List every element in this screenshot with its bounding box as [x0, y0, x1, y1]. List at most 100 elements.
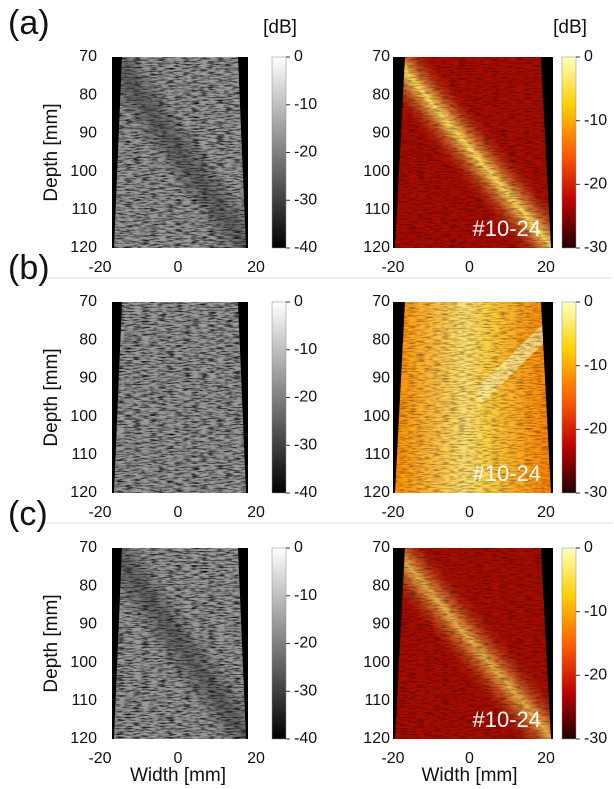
y-tick-label: 90 [372, 616, 390, 633]
colorbar-unit: [dB] [263, 17, 297, 38]
ultrasound-image [395, 548, 551, 739]
x-tick-label: -20 [88, 259, 111, 276]
colorbar-tick-label: -10 [294, 96, 317, 113]
y-tick-label: 100 [70, 408, 97, 425]
y-tick-label: 90 [79, 125, 97, 142]
colorbar [271, 301, 287, 494]
y-tick-label: 120 [363, 484, 390, 501]
ultrasound-image [395, 57, 551, 248]
y-tick-label: 90 [372, 125, 390, 142]
colorbar-tick-label: -30 [294, 191, 317, 208]
colorbar-tick-label: -30 [584, 484, 607, 501]
y-tick-label: 90 [79, 370, 97, 387]
y-tick-label: 80 [372, 331, 390, 348]
y-tick-label: 110 [364, 692, 390, 709]
y-axis-label: Depth [mm] [41, 348, 62, 446]
x-axis-label: Width [mm] [421, 765, 517, 786]
y-tick-label: 70 [79, 48, 97, 65]
annotation: #10-24 [472, 216, 541, 241]
y-tick-label: 100 [363, 163, 390, 180]
colorbar-tick-label: -10 [294, 341, 317, 358]
x-tick-label: 0 [465, 504, 474, 521]
y-tick-label: 110 [71, 692, 97, 709]
y-tick-label: 80 [79, 577, 97, 594]
x-tick-label: 0 [465, 259, 474, 276]
x-tick-label: -20 [381, 750, 404, 767]
image-panel [393, 57, 553, 248]
panel-label: (b) [8, 249, 50, 287]
x-tick-label: 20 [537, 259, 555, 276]
y-tick-label: 120 [70, 484, 97, 501]
colorbar-tick-label: 0 [294, 539, 303, 556]
colorbar-tick-label: -30 [294, 682, 317, 699]
colorbar-tick-label: -10 [584, 357, 607, 374]
image-panel [112, 302, 248, 493]
colorbar-tick-label: -20 [584, 421, 607, 438]
colorbar-tick-label: -30 [584, 730, 607, 747]
colorbar-tick-label: 0 [294, 48, 303, 65]
speckle [395, 57, 551, 248]
y-tick-label: 70 [372, 539, 390, 556]
annotation: #10-24 [472, 707, 541, 732]
colorbar [561, 301, 577, 494]
colorbar [271, 547, 287, 740]
colorbar-tick-label: -40 [294, 239, 317, 256]
vessel-band [114, 548, 246, 739]
colorbar-tick-label: -20 [584, 667, 607, 684]
speckle [395, 302, 551, 493]
x-tick-label: 20 [247, 259, 265, 276]
y-tick-label: 80 [372, 86, 390, 103]
y-tick-label: 100 [70, 163, 97, 180]
y-tick-label: 100 [70, 654, 97, 671]
ultrasound-image [395, 302, 551, 493]
colorbar-tick-label: -10 [584, 112, 607, 129]
y-tick-label: 90 [372, 370, 390, 387]
x-tick-label: -20 [88, 750, 111, 767]
panel-label: (a) [8, 4, 50, 42]
y-tick-label: 70 [79, 293, 97, 310]
y-tick-label: 70 [372, 293, 390, 310]
colorbar-tick-label: -20 [584, 176, 607, 193]
colorbar-tick-label: -20 [294, 144, 317, 161]
x-axis-label: Width [mm] [130, 765, 226, 786]
y-tick-label: 100 [363, 654, 390, 671]
y-tick-label: 80 [79, 86, 97, 103]
x-tick-label: -20 [88, 504, 111, 521]
ultrasound-image [114, 57, 246, 248]
vessel-band [114, 57, 246, 248]
y-axis-label: Depth [mm] [41, 103, 62, 201]
image-panel [393, 548, 553, 739]
colorbar-tick-label: -10 [584, 603, 607, 620]
ultrasound-image [114, 548, 246, 739]
colorbar [561, 56, 577, 249]
annotation: #10-24 [472, 461, 541, 486]
colorbar-tick-label: -20 [294, 635, 317, 652]
image-panel [112, 57, 248, 248]
image-panel [393, 302, 553, 493]
colorbar-tick-label: -10 [294, 587, 317, 604]
y-tick-label: 110 [364, 201, 390, 218]
x-tick-label: 20 [537, 750, 555, 767]
x-tick-label: -20 [381, 259, 404, 276]
colorbar-tick-label: -20 [294, 389, 317, 406]
ultrasound-image [114, 302, 246, 493]
x-tick-label: 20 [247, 504, 265, 521]
colorbar-tick-label: 0 [584, 48, 593, 65]
speckle [395, 548, 551, 739]
y-tick-label: 80 [372, 577, 390, 594]
y-tick-label: 110 [364, 446, 390, 463]
y-tick-label: 120 [363, 730, 390, 747]
y-axis-label: Depth [mm] [41, 594, 62, 692]
y-tick-label: 110 [71, 446, 97, 463]
colorbar [561, 547, 577, 740]
colorbar-tick-label: 0 [584, 293, 593, 310]
y-tick-label: 110 [71, 201, 97, 218]
y-tick-label: 70 [79, 539, 97, 556]
y-tick-label: 120 [70, 730, 97, 747]
colorbar-tick-label: 0 [584, 539, 593, 556]
y-tick-label: 80 [79, 331, 97, 348]
x-tick-label: 20 [537, 504, 555, 521]
colorbar [271, 56, 287, 249]
x-tick-label: 0 [174, 750, 183, 767]
x-tick-label: 20 [247, 750, 265, 767]
